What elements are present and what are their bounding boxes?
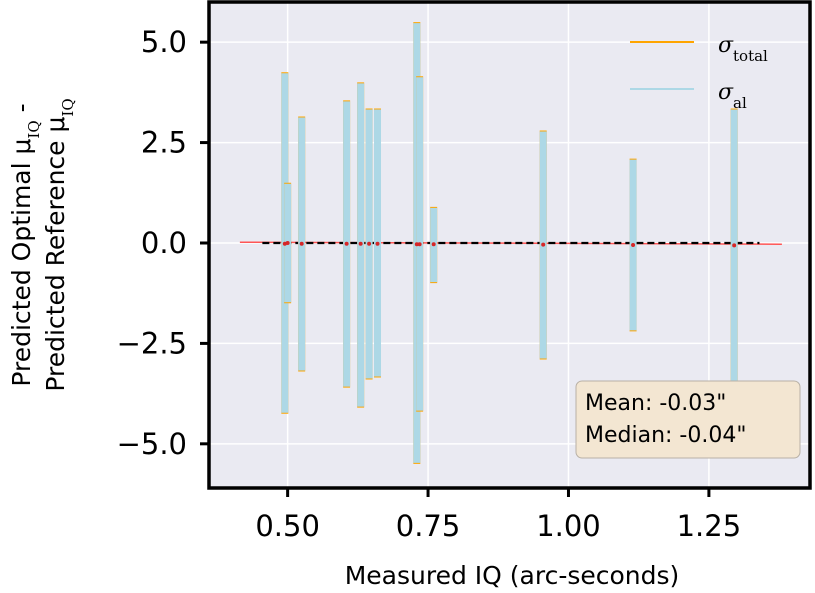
data-point <box>375 241 380 246</box>
y-axis: 5.0 2.5 0.0 −2.5 −5.0 <box>117 25 209 461</box>
stats-mean: Mean: -0.03" <box>585 391 726 416</box>
data-point <box>358 241 363 246</box>
y-axis-label-line1-sub: IQ <box>25 120 43 138</box>
y-tick-label: 2.5 <box>141 126 187 160</box>
data-point <box>285 240 290 245</box>
y-axis-label-line1: Predicted Optimal μ <box>7 138 36 386</box>
data-point <box>631 243 636 247</box>
y-axis-label-line2-sub: IQ <box>59 98 77 116</box>
legend: σtotal σal <box>630 33 768 112</box>
data-point <box>431 242 436 247</box>
plot-frame <box>207 0 812 490</box>
data-point <box>541 242 546 247</box>
x-tick-label: 1.00 <box>536 509 601 543</box>
data-point <box>732 243 737 248</box>
data-point <box>367 241 372 246</box>
x-tick-label: 0.50 <box>255 509 320 543</box>
data-point <box>299 241 304 246</box>
data-point <box>344 241 349 246</box>
x-axis: 0.50 0.75 1.00 1.25 <box>255 488 741 543</box>
y-axis-label-line1-suffix: - <box>7 103 36 120</box>
stats-box: Mean: -0.03" Median: -0.04" <box>575 380 801 459</box>
svg-text:Predicted Reference μIQ: Predicted Reference μIQ <box>41 98 77 391</box>
y-tick-label: −2.5 <box>117 326 187 360</box>
svg-text:Predicted Optimal μIQ -: Predicted Optimal μIQ - <box>7 103 43 386</box>
y-axis-label-line2: Predicted Reference μ <box>41 117 70 392</box>
data-point <box>417 242 422 247</box>
stats-median: Median: -0.04" <box>585 423 746 448</box>
y-axis-label: Predicted Optimal μIQ - Predicted Refere… <box>7 98 77 391</box>
legend-label-total: σtotal <box>718 33 768 65</box>
x-tick-label: 1.25 <box>677 509 742 543</box>
data-point <box>414 242 419 247</box>
y-tick-label: 0.0 <box>141 226 187 260</box>
data-points <box>282 240 737 248</box>
x-axis-label: Measured IQ (arc-seconds) <box>345 561 680 590</box>
y-tick-label: 5.0 <box>141 25 187 59</box>
grid-lines <box>209 2 810 488</box>
legend-label-al: σal <box>718 80 747 112</box>
x-tick-label: 0.75 <box>396 509 461 543</box>
y-tick-label: −5.0 <box>117 427 187 461</box>
